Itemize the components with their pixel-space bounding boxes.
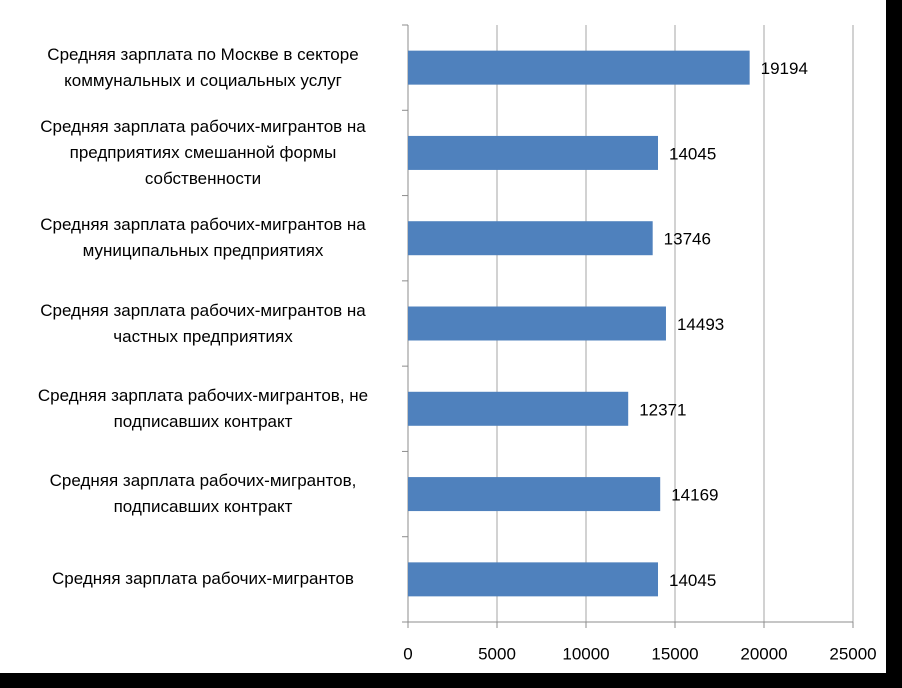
x-tick-label: 15000	[651, 644, 698, 663]
value-label: 14169	[671, 486, 718, 505]
x-tick-label: 5000	[478, 644, 516, 663]
bar	[408, 562, 659, 597]
x-tick-label: 25000	[829, 644, 876, 663]
x-tick-label: 0	[403, 644, 412, 663]
y-tick-label: Средняя зарплата рабочих-мигрантов на му…	[40, 215, 366, 261]
bar	[408, 221, 653, 256]
value-label: 14045	[669, 571, 716, 590]
value-label: 14045	[669, 144, 716, 163]
y-tick-label: Средняя зарплата по Москве в секторе ком…	[47, 44, 359, 90]
bar	[408, 135, 659, 170]
value-label: 13746	[664, 230, 711, 249]
value-label: 19194	[761, 59, 808, 78]
bar	[408, 477, 661, 512]
y-tick-label: Средняя зарплата рабочих-мигрантов, не п…	[37, 385, 369, 431]
value-label: 14493	[677, 315, 724, 334]
y-tick-label: Средняя зарплата рабочих-мигрантов на ча…	[40, 300, 366, 346]
bar	[408, 50, 750, 85]
y-tick-label: Средняя зарплата рабочих-мигрантов, подп…	[49, 471, 357, 517]
x-tick-label: 20000	[740, 644, 787, 663]
y-tick-label: Средняя зарплата рабочих-мигрантов	[52, 569, 354, 589]
bar	[408, 306, 666, 341]
bar	[408, 391, 629, 426]
y-tick-label: Средняя зарплата рабочих-мигрантов на пр…	[40, 116, 366, 188]
x-tick-label: 10000	[562, 644, 609, 663]
value-label: 12371	[639, 400, 686, 419]
